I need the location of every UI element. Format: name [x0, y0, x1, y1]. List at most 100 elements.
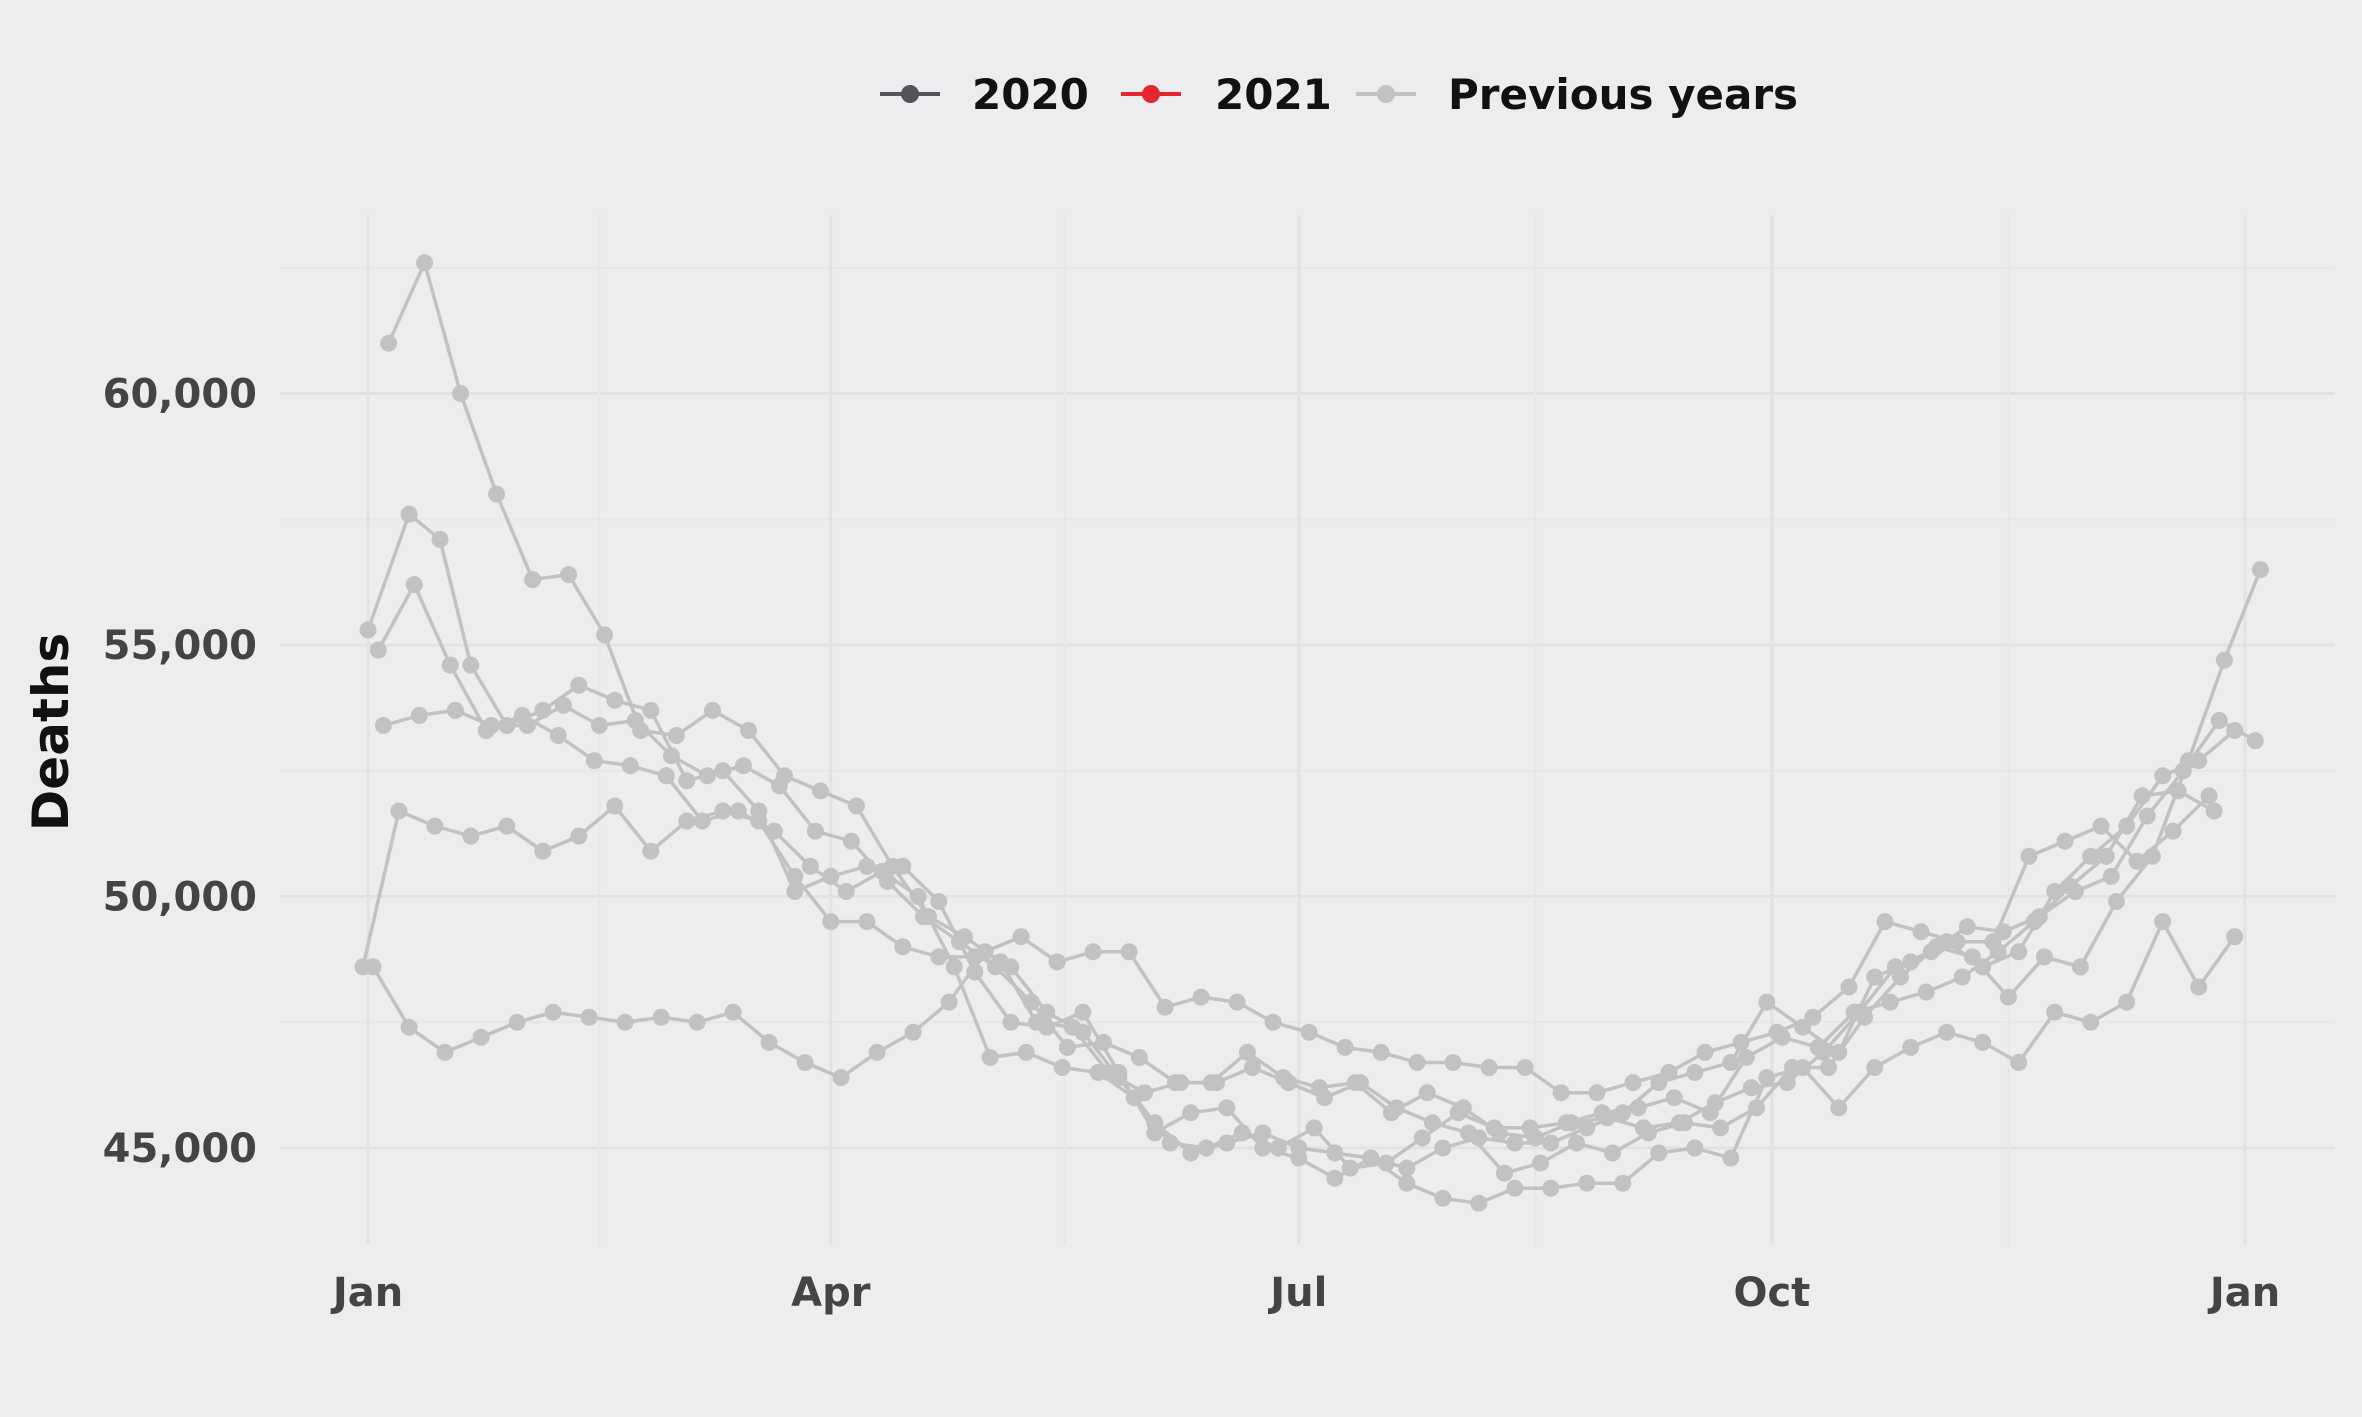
- data-point: [488, 485, 506, 503]
- data-point: [1192, 988, 1210, 1006]
- data-point: [1002, 958, 1020, 976]
- data-point: [894, 938, 912, 956]
- data-point: [534, 842, 552, 860]
- data-point: [416, 254, 434, 272]
- data-point: [1902, 1038, 1920, 1056]
- data-point: [678, 812, 696, 830]
- data-point: [1274, 1069, 1292, 1087]
- data-point: [822, 913, 840, 931]
- data-point: [426, 817, 444, 835]
- data-point: [1650, 1144, 1668, 1162]
- data-point: [1814, 1043, 1832, 1061]
- data-point: [1490, 1124, 1508, 1142]
- series-line: [376, 582, 2215, 1170]
- data-point: [585, 752, 603, 770]
- y-tick-label: 45,000: [103, 1126, 257, 1172]
- data-point: [1953, 968, 1971, 986]
- data-point: [914, 908, 932, 926]
- data-point: [446, 701, 464, 719]
- data-point: [472, 1028, 490, 1046]
- legend-marker-2021: [1142, 85, 1160, 103]
- data-point: [894, 857, 912, 875]
- data-point: [1326, 1144, 1344, 1162]
- data-point: [1737, 1049, 1755, 1066]
- data-point: [1542, 1179, 1560, 1197]
- data-point: [1480, 1059, 1498, 1076]
- data-point: [878, 872, 896, 890]
- legend-marker-previous-years: [1377, 85, 1395, 103]
- data-point: [590, 717, 608, 734]
- data-point: [734, 757, 752, 775]
- data-point: [1413, 1129, 1431, 1147]
- data-point: [606, 691, 624, 709]
- data-point: [1604, 1144, 1621, 1162]
- legend: 2020 2021 Previous years: [880, 70, 1798, 119]
- data-point: [1562, 1114, 1580, 1132]
- data-point: [786, 883, 804, 900]
- data-point: [1238, 1043, 1256, 1061]
- data-point: [868, 1043, 886, 1061]
- data-point: [508, 1013, 526, 1031]
- data-point: [940, 993, 958, 1011]
- data-point: [1218, 1134, 1236, 1152]
- data-point: [1758, 993, 1776, 1011]
- data-point: [832, 1069, 850, 1087]
- data-point: [580, 1008, 598, 1026]
- data-point: [431, 530, 449, 548]
- data-point: [1002, 1013, 1020, 1031]
- series-line: [371, 794, 2211, 1095]
- data-point: [1434, 1189, 1452, 1207]
- x-tick-label: Jul: [1267, 1270, 1327, 1316]
- data-point: [760, 1033, 778, 1051]
- data-point: [678, 772, 696, 790]
- data-point: [1156, 998, 1174, 1016]
- data-point: [1804, 1008, 1822, 1026]
- legend-item-2021: 2021: [1121, 70, 1332, 119]
- data-point: [1166, 1074, 1184, 1092]
- data-point: [1881, 993, 1899, 1011]
- data-point: [1948, 933, 1966, 951]
- data-point: [806, 822, 824, 840]
- data-point: [2118, 993, 2136, 1011]
- data-point: [1254, 1124, 1272, 1142]
- data-point: [2246, 732, 2264, 750]
- data-point: [462, 827, 480, 845]
- data-point: [1074, 1023, 1092, 1041]
- data-point: [1228, 993, 1246, 1011]
- x-tick-label: Apr: [791, 1270, 871, 1316]
- data-point: [1202, 1074, 1220, 1092]
- x-tick-label: Jan: [2207, 1270, 2280, 1316]
- data-point: [1058, 1038, 1076, 1056]
- data-point: [1686, 1064, 1704, 1081]
- data-point: [1182, 1144, 1200, 1162]
- data-point: [2092, 817, 2110, 835]
- data-point: [848, 797, 865, 815]
- data-point: [1038, 1018, 1056, 1036]
- data-point: [1876, 913, 1894, 931]
- data-point: [1902, 953, 1920, 971]
- data-point: [1444, 1054, 1462, 1071]
- data-point: [642, 842, 660, 860]
- data-point: [1048, 953, 1066, 971]
- data-point: [2020, 847, 2038, 865]
- data-point: [796, 1054, 814, 1071]
- data-point: [2190, 752, 2208, 770]
- data-point: [652, 1008, 670, 1026]
- data-point: [837, 883, 855, 900]
- data-point: [2035, 948, 2053, 966]
- data-point: [981, 1049, 999, 1066]
- legend-item-previous-years: Previous years: [1356, 70, 1798, 119]
- data-point: [822, 867, 840, 885]
- data-point: [1264, 1013, 1282, 1031]
- data-point: [1552, 1084, 1570, 1102]
- data-point: [498, 817, 516, 835]
- data-point: [786, 867, 804, 885]
- data-point: [1588, 1084, 1606, 1102]
- data-point: [560, 566, 578, 584]
- data-point: [1398, 1174, 1416, 1192]
- data-point: [1984, 933, 2002, 951]
- legend-label-2020: 2020: [972, 70, 1089, 119]
- data-point: [554, 696, 572, 714]
- data-point: [390, 802, 408, 820]
